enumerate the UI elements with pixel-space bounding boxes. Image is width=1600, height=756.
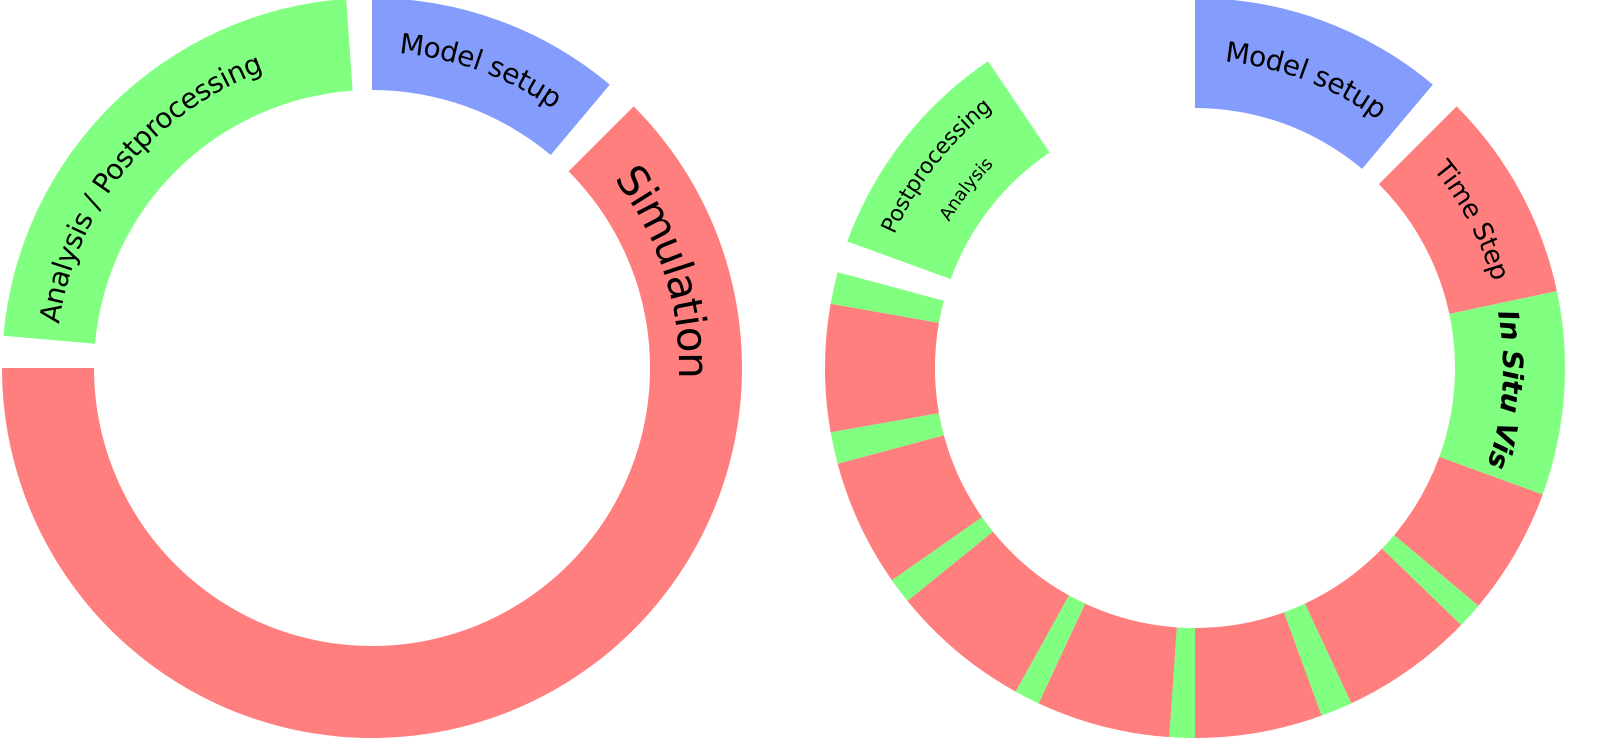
segment bbox=[1169, 627, 1195, 738]
segment bbox=[1195, 0, 1433, 169]
segment bbox=[837, 435, 983, 581]
segment bbox=[1283, 603, 1352, 716]
segment bbox=[1439, 291, 1566, 495]
segment bbox=[1304, 548, 1462, 704]
segment bbox=[1382, 535, 1479, 626]
segment bbox=[372, 0, 610, 156]
segment bbox=[1015, 595, 1086, 704]
segment bbox=[2, 106, 742, 739]
segment bbox=[891, 517, 993, 601]
segment bbox=[830, 413, 944, 464]
segment bbox=[907, 531, 1069, 692]
segment bbox=[825, 303, 939, 433]
segment bbox=[1394, 456, 1543, 606]
segment bbox=[830, 272, 944, 323]
segment bbox=[1195, 612, 1322, 738]
segment bbox=[1378, 106, 1557, 314]
segment bbox=[3, 0, 353, 344]
segment bbox=[847, 61, 1050, 280]
segment bbox=[1038, 603, 1177, 738]
